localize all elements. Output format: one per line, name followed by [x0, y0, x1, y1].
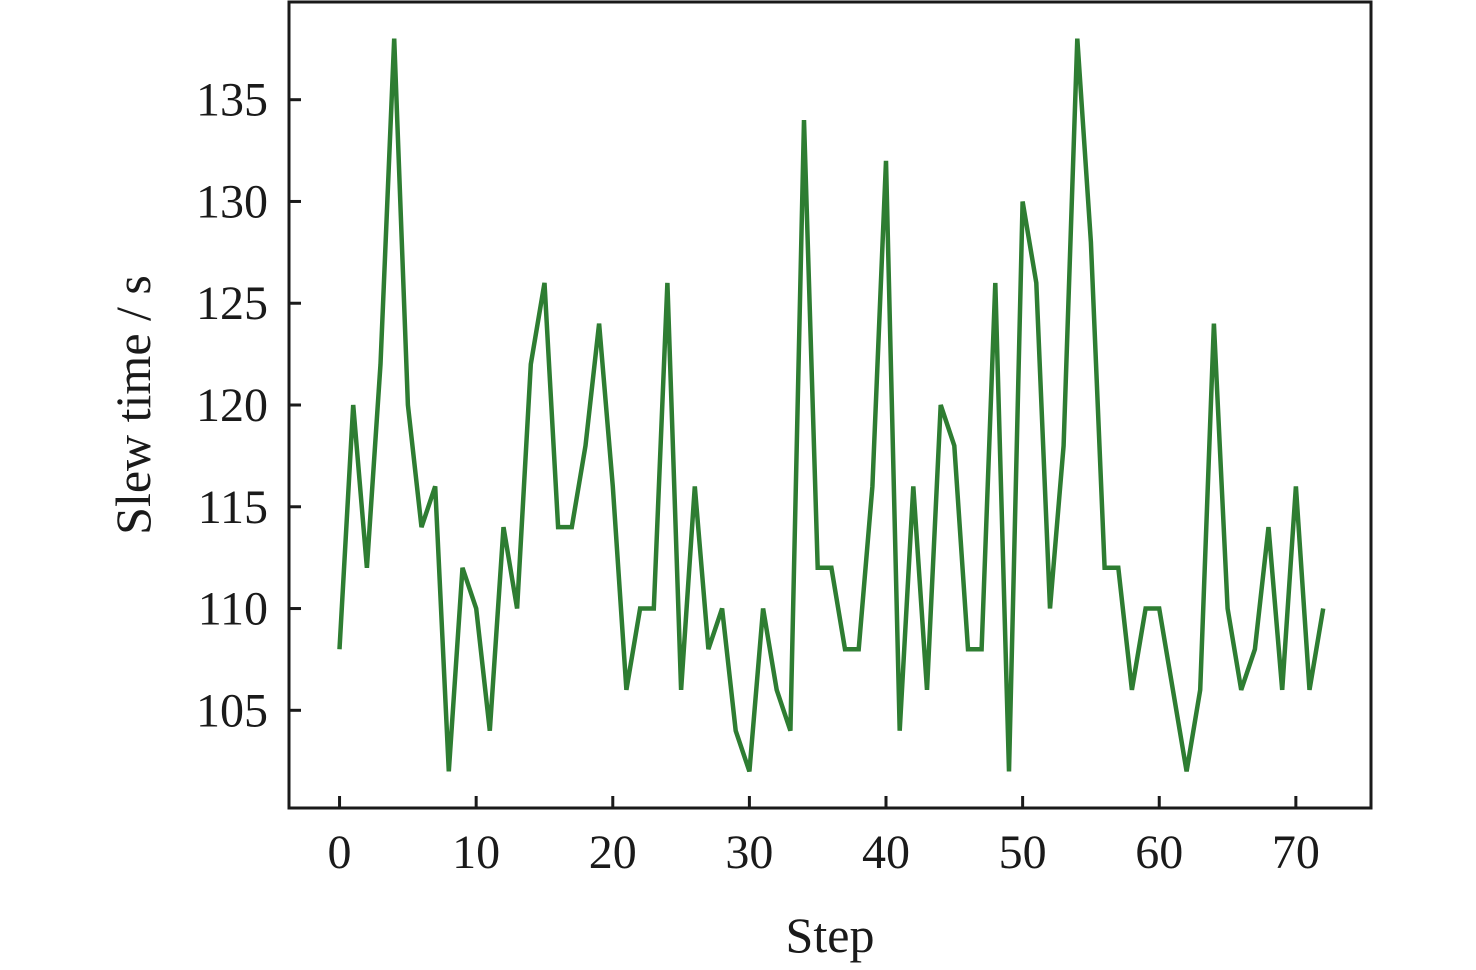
y-tick-label: 125 [196, 277, 268, 330]
series-layer [337, 38, 1326, 773]
x-tick-label: 70 [1272, 826, 1320, 879]
y-axis-title: Slew time / s [105, 275, 161, 535]
x-axis: 0 10 20 30 40 50 60 70 [328, 796, 1320, 879]
y-tick-label: 130 [196, 175, 268, 228]
x-tick-label: 10 [452, 826, 500, 879]
y-tick-label: 120 [196, 379, 268, 432]
x-tick-label: 20 [589, 826, 637, 879]
x-tick-label: 30 [725, 826, 773, 879]
x-tick-label: 60 [1135, 826, 1183, 879]
series-line [337, 38, 1326, 773]
y-tick-label: 110 [198, 583, 268, 636]
x-tick-label: 40 [862, 826, 910, 879]
y-tick-label: 115 [198, 481, 268, 534]
x-tick-label: 0 [328, 826, 352, 879]
y-tick-label: 135 [196, 74, 268, 127]
y-tick-label: 105 [196, 684, 268, 737]
y-axis: 105 110 115 120 125 130 135 [196, 74, 301, 737]
x-axis-title: Step [786, 907, 875, 963]
x-tick-label: 50 [999, 826, 1047, 879]
